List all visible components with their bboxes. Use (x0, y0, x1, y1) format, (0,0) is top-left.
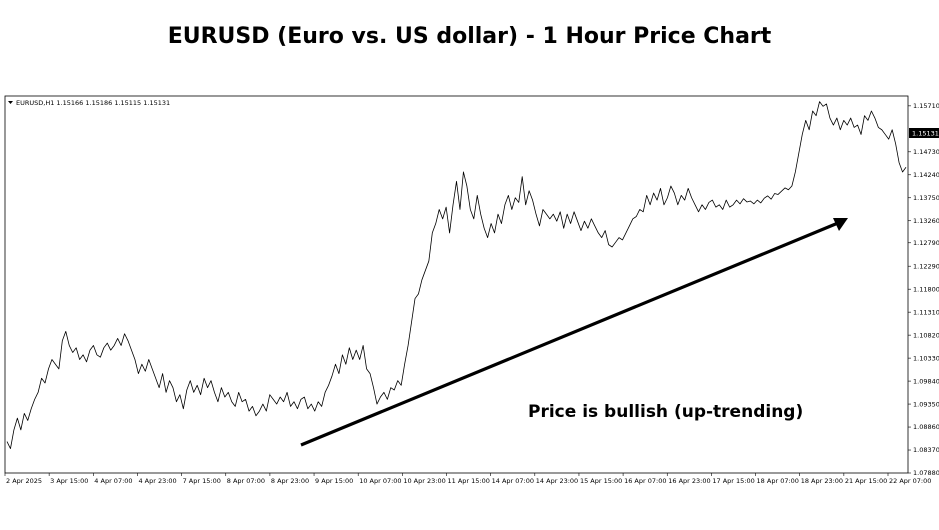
y-tick-label: 1.11800 (913, 285, 939, 293)
x-tick-label: 18 Apr 23:00 (801, 477, 843, 485)
x-tick-label: 16 Apr 07:00 (624, 477, 666, 485)
y-tick-label: 1.13750 (913, 194, 939, 202)
plot-frame (4, 95, 909, 474)
x-axis: 2 Apr 2025 3 Apr 15:00 4 Apr 07:00 4 Apr 23… (4, 473, 931, 485)
trend-arrow-line (300, 221, 839, 447)
y-axis: 1.15710 1.14730 1.14240 1.13750 1.13260 1.127… (908, 102, 939, 477)
chart-title: EURUSD (Euro vs. US dollar) - 1 Hour Pri… (167, 24, 772, 49)
current-price-box (909, 128, 939, 138)
symbol-dropdown-icon[interactable] (8, 101, 13, 104)
x-tick-label: 16 Apr 23:00 (668, 477, 710, 485)
x-tick-label: 7 Apr 15:00 (183, 477, 221, 485)
y-tick-label: 1.10330 (913, 354, 939, 362)
y-tick-label: 1.14240 (913, 171, 939, 179)
x-tick-label: 4 Apr 23:00 (138, 477, 176, 485)
x-tick-label: 11 Apr 15:00 (448, 477, 490, 485)
symbol-info: EURUSD,H1 1.15166 1.15186 1.15115 1.1513… (16, 99, 170, 107)
current-price-marker: 1.15131 (909, 128, 939, 138)
price-series-line (6, 101, 907, 450)
current-price-label: 1.15131 (912, 129, 939, 137)
x-tick-label: 17 Apr 15:00 (712, 477, 754, 485)
x-tick-label: 18 Apr 07:00 (757, 477, 799, 485)
x-tick-label: 22 Apr 07:00 (889, 477, 931, 485)
y-tick-label: 1.13260 (913, 217, 939, 225)
x-tick-label: 8 Apr 07:00 (227, 477, 265, 485)
x-tick-label: 21 Apr 15:00 (845, 477, 887, 485)
x-tick-label: 14 Apr 07:00 (492, 477, 534, 485)
y-tick-label: 1.12790 (913, 239, 939, 247)
y-tick-label: 1.08370 (913, 446, 939, 454)
y-tick-label: 1.07880 (913, 469, 939, 477)
x-tick-label: 14 Apr 23:00 (536, 477, 578, 485)
y-tick-label: 1.12290 (913, 262, 939, 270)
y-tick-label: 1.09350 (913, 400, 939, 408)
x-tick-label: 3 Apr 15:00 (50, 477, 88, 485)
x-tick-label: 10 Apr 07:00 (359, 477, 401, 485)
x-tick-label: 10 Apr 23:00 (403, 477, 445, 485)
x-tick-label: 15 Apr 15:00 (580, 477, 622, 485)
x-tick-label: 8 Apr 23:00 (271, 477, 309, 485)
y-tick-label: 1.11310 (913, 308, 939, 316)
x-tick-label: 9 Apr 15:00 (315, 477, 353, 485)
trend-annotation: Price is bullish (up-trending) (528, 402, 803, 422)
y-tick-label: 1.10820 (913, 331, 939, 339)
x-tick-label: 2 Apr 2025 (6, 477, 42, 485)
y-tick-label: 1.14730 (913, 148, 939, 156)
x-tick-label: 4 Apr 07:00 (94, 477, 132, 485)
trend-arrow-head (833, 218, 848, 231)
y-tick-label: 1.15710 (913, 102, 939, 110)
y-tick-label: 1.09840 (913, 377, 939, 385)
y-tick-label: 1.08860 (913, 423, 939, 431)
